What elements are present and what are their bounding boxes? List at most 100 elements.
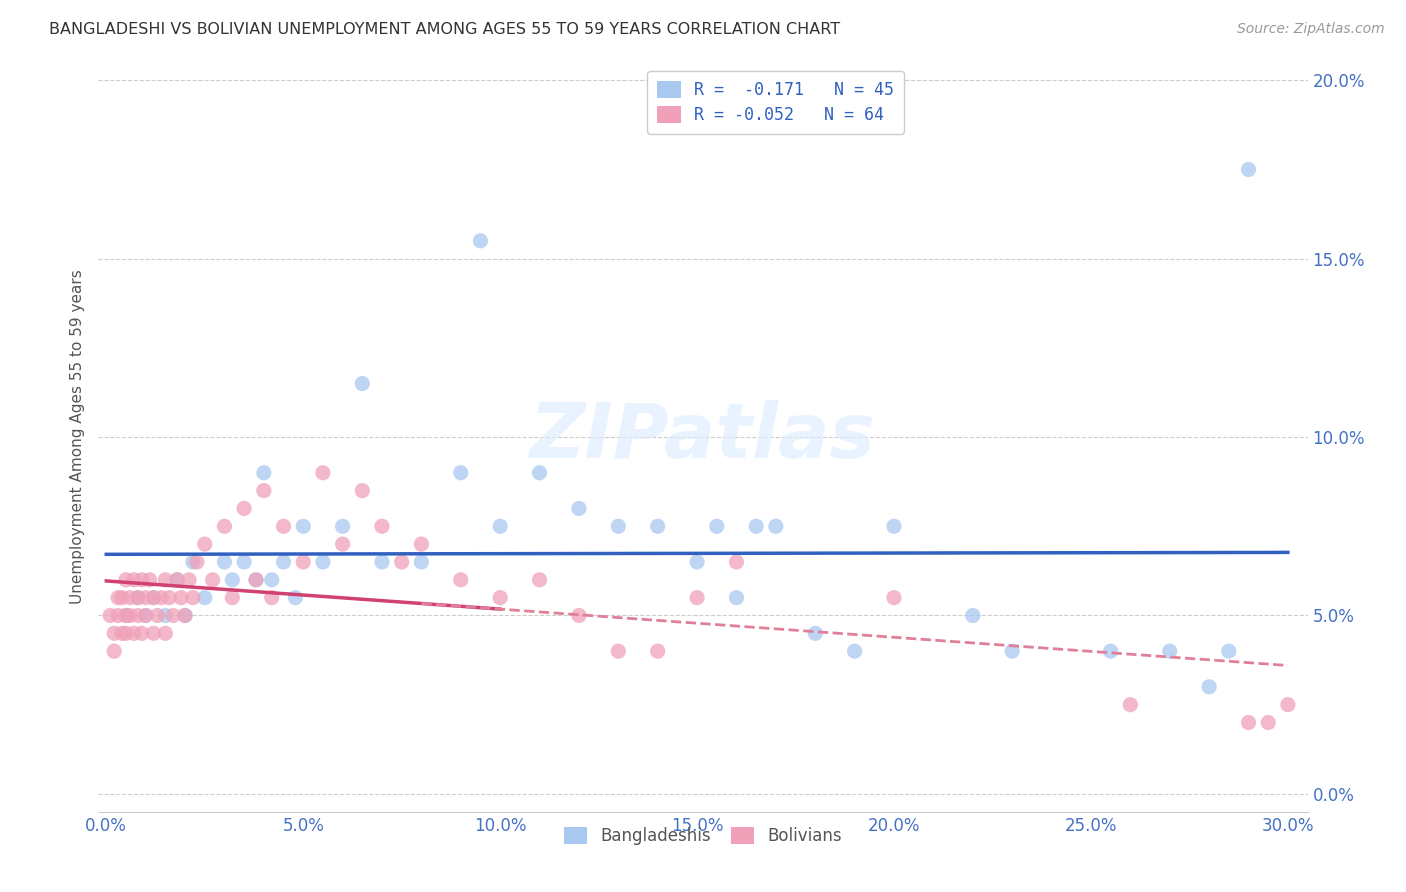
Point — [647, 644, 669, 658]
Point — [186, 555, 208, 569]
Point — [1237, 162, 1260, 177]
Point — [352, 483, 374, 498]
Point — [174, 608, 197, 623]
Legend: Bangladeshis, Bolivians: Bangladeshis, Bolivians — [557, 821, 849, 852]
Point — [150, 591, 173, 605]
Point — [725, 591, 748, 605]
Point — [1218, 644, 1240, 658]
Point — [1119, 698, 1142, 712]
Point — [127, 591, 149, 605]
Point — [312, 466, 335, 480]
Point — [177, 573, 200, 587]
Point — [155, 626, 177, 640]
Point — [162, 608, 184, 623]
Point — [607, 644, 630, 658]
Point — [804, 626, 827, 640]
Point — [260, 573, 283, 587]
Point — [765, 519, 787, 533]
Point — [115, 608, 138, 623]
Point — [706, 519, 728, 533]
Point — [1237, 715, 1260, 730]
Point — [233, 501, 256, 516]
Point — [371, 555, 394, 569]
Point — [131, 626, 153, 640]
Point — [111, 591, 134, 605]
Point — [142, 626, 165, 640]
Point — [103, 626, 125, 640]
Point — [332, 519, 354, 533]
Point — [411, 537, 433, 551]
Point — [273, 555, 295, 569]
Y-axis label: Unemployment Among Ages 55 to 59 years: Unemployment Among Ages 55 to 59 years — [69, 269, 84, 605]
Point — [135, 608, 157, 623]
Point — [245, 573, 267, 587]
Point — [745, 519, 768, 533]
Point — [118, 591, 141, 605]
Point — [174, 608, 197, 623]
Point — [142, 591, 165, 605]
Point — [166, 573, 188, 587]
Point — [115, 626, 138, 640]
Point — [529, 573, 551, 587]
Point — [725, 555, 748, 569]
Point — [157, 591, 180, 605]
Text: BANGLADESHI VS BOLIVIAN UNEMPLOYMENT AMONG AGES 55 TO 59 YEARS CORRELATION CHART: BANGLADESHI VS BOLIVIAN UNEMPLOYMENT AMO… — [49, 22, 841, 37]
Point — [284, 591, 307, 605]
Point — [181, 555, 204, 569]
Point — [103, 644, 125, 658]
Point — [607, 519, 630, 533]
Point — [115, 608, 138, 623]
Point — [391, 555, 413, 569]
Point — [221, 573, 243, 587]
Point — [138, 573, 160, 587]
Point — [1277, 698, 1299, 712]
Point — [411, 555, 433, 569]
Point — [260, 591, 283, 605]
Point — [332, 537, 354, 551]
Point — [253, 483, 276, 498]
Text: ZIPatlas: ZIPatlas — [530, 401, 876, 474]
Point — [253, 466, 276, 480]
Point — [233, 555, 256, 569]
Point — [131, 573, 153, 587]
Point — [245, 573, 267, 587]
Point — [1099, 644, 1122, 658]
Point — [470, 234, 492, 248]
Point — [214, 555, 236, 569]
Point — [883, 519, 905, 533]
Point — [1001, 644, 1024, 658]
Point — [107, 608, 129, 623]
Point — [127, 591, 149, 605]
Point — [273, 519, 295, 533]
Point — [166, 573, 188, 587]
Point — [686, 591, 709, 605]
Point — [155, 573, 177, 587]
Point — [221, 591, 243, 605]
Point — [450, 573, 472, 587]
Point — [568, 501, 591, 516]
Point — [686, 555, 709, 569]
Point — [568, 608, 591, 623]
Point — [371, 519, 394, 533]
Point — [647, 519, 669, 533]
Point — [962, 608, 984, 623]
Point — [201, 573, 224, 587]
Point — [883, 591, 905, 605]
Point — [107, 591, 129, 605]
Point — [1257, 715, 1279, 730]
Point — [181, 591, 204, 605]
Point — [118, 608, 141, 623]
Point — [170, 591, 193, 605]
Point — [529, 466, 551, 480]
Point — [98, 608, 121, 623]
Point — [352, 376, 374, 391]
Point — [312, 555, 335, 569]
Point — [844, 644, 866, 658]
Point — [135, 608, 157, 623]
Point — [155, 608, 177, 623]
Point — [146, 608, 169, 623]
Point — [1159, 644, 1181, 658]
Point — [1198, 680, 1220, 694]
Point — [127, 608, 149, 623]
Point — [194, 537, 217, 551]
